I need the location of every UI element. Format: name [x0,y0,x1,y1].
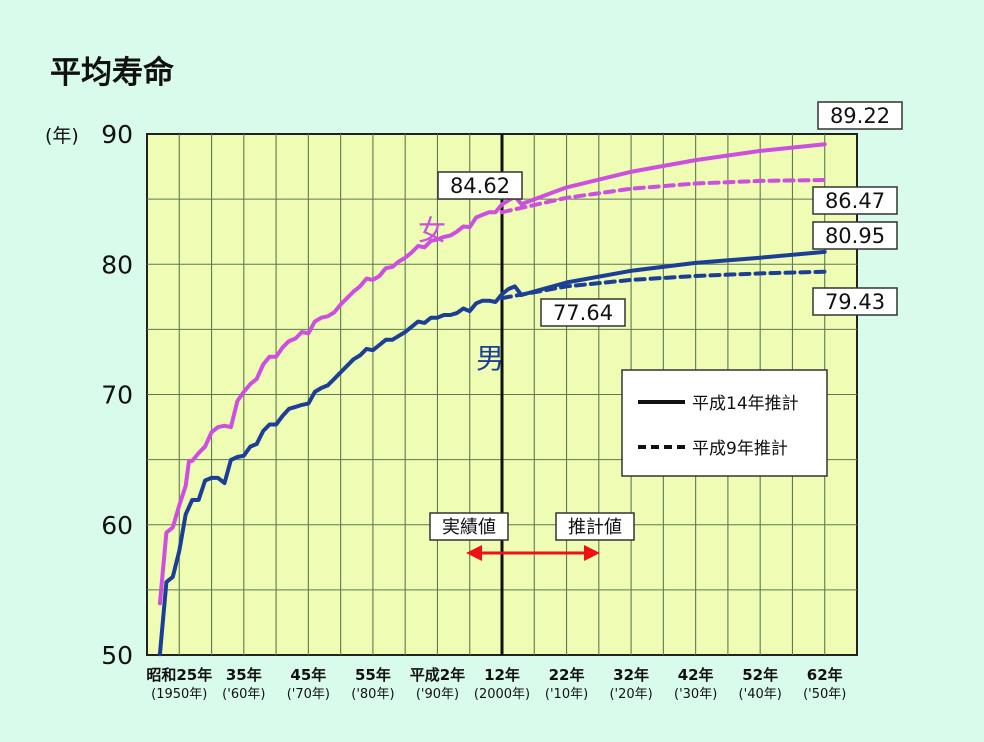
y-tick-label: 80 [101,250,133,279]
legend-item-solid: 平成14年推計 [692,394,799,414]
range-arrow-right-head [584,545,600,561]
x-tick-sublabel: ('40年) [739,687,782,702]
value-label-frame [812,287,898,316]
y-axis-ticks: 50 60 70 80 90 [101,120,133,670]
x-tick-label: 35年 [226,666,262,684]
y-tick-label: 90 [101,120,133,149]
value-label-text: 84.62 [450,174,510,198]
value-label: 84.62 [437,171,523,200]
x-tick-label: 55年 [355,666,391,684]
actual-label: 実績値 [442,517,496,538]
female-series-label: 女 [418,214,446,247]
x-tick-sublabel: ('70年) [287,687,330,702]
range-arrow-left-head [466,545,482,561]
x-tick-label: 45年 [290,666,326,684]
legend-box [621,369,828,477]
x-tick-sublabel: ('60年) [222,687,265,702]
x-tick-sublabel: ('50年) [803,687,846,702]
y-tick-label: 60 [101,511,133,540]
estimate-label-frame [555,512,635,541]
value-label-text: 86.47 [825,189,885,213]
value-label-frame [812,186,898,215]
value-label-frame [817,101,903,130]
x-tick-sublabel: (2000年) [474,687,530,702]
value-label-text: 89.22 [830,104,890,128]
value-label: 89.22 [817,101,903,130]
series-lines [157,142,827,657]
y-unit-label: (年) [45,125,79,147]
female-actual-line [157,194,524,606]
y-tick-label: 50 [101,641,133,670]
x-tick-sublabel: (1950年) [151,687,207,702]
x-tick-label: 12年 [484,666,520,684]
female-projection-dashed-line [500,178,827,215]
value-label-text: 77.64 [553,301,613,325]
y-tick-label: 70 [101,381,133,410]
female-projection-solid-line [519,142,827,207]
x-tick-label: 62年 [807,666,843,684]
value-label: 77.64 [540,298,626,327]
legend-item-dashed: 平成9年推計 [692,439,788,459]
estimate-label: 推計値 [568,517,622,538]
x-tick-sublabel: ('30年) [674,687,717,702]
value-label-frame [437,171,523,200]
x-tick-label: 32年 [613,666,649,684]
x-tick-sublabel: ('90年) [416,687,459,702]
legend: 平成14年推計 平成9年推計 [621,369,828,477]
value-label: 79.43 [812,287,898,316]
actual-label-frame [429,512,509,541]
male-series-label: 男 [476,342,504,375]
x-tick-sublabel: ('20年) [609,687,652,702]
male-projection-dashed-line [500,269,827,301]
value-label: 80.95 [812,221,898,250]
x-axis-ticks: 昭和25年 (1950年) 35年 ('60年) 45年 ('70年) 55年 ('80年) 平… [146,666,846,702]
x-tick-label: 52年 [742,666,778,684]
actual-label-box: 実績値 [429,512,509,541]
range-arrow [466,545,600,561]
x-tick-label: 平成2年 [410,666,465,684]
x-tick-label: 42年 [678,666,714,684]
x-tick-sublabel: ('10年) [545,687,588,702]
value-label-frame [540,298,626,327]
value-label-frame [812,221,898,250]
x-tick-label: 昭和25年 [146,666,212,684]
value-label-text: 80.95 [825,224,885,248]
page-title: 平均寿命 [50,55,175,91]
x-tick-sublabel: ('80年) [351,687,394,702]
value-labels: 89.22 84.62 86.47 80.95 77.64 79.43 [437,101,903,327]
male-actual-line [157,284,524,657]
value-label: 86.47 [812,186,898,215]
value-label-text: 79.43 [825,290,885,314]
male-projection-solid-line [519,249,827,297]
x-tick-label: 22年 [549,666,585,684]
estimate-label-box: 推計値 [555,512,635,541]
